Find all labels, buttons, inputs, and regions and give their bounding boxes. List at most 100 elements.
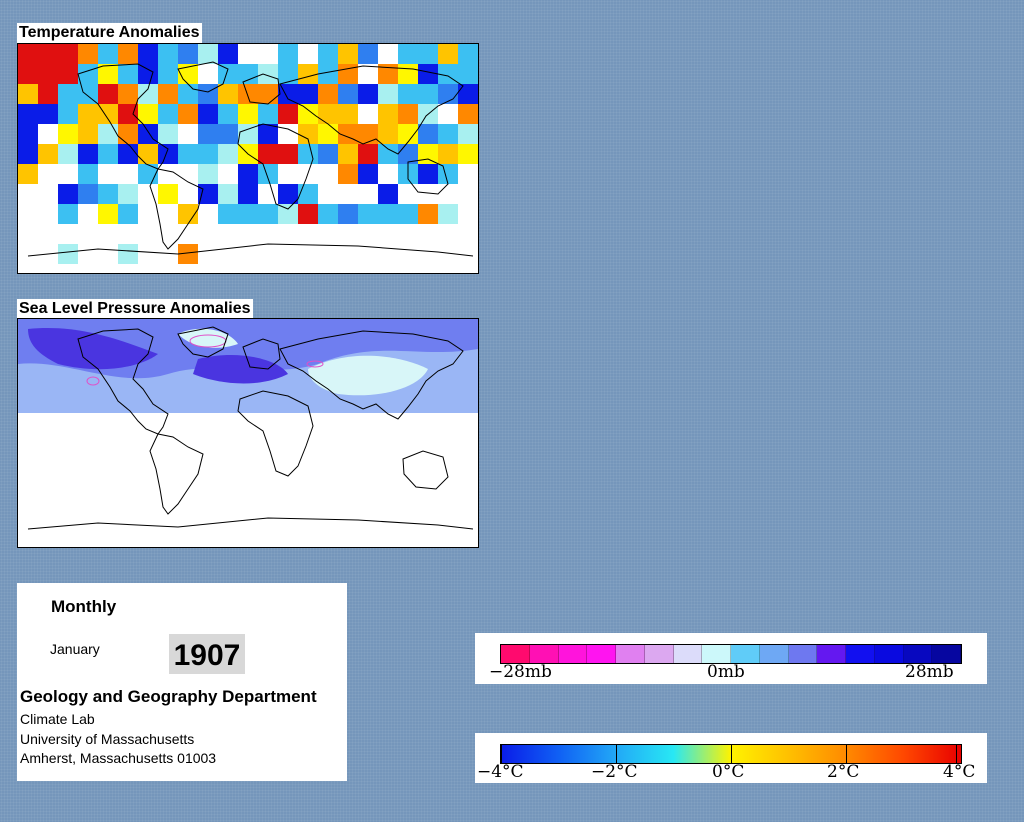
temperature-anomaly-cell: [338, 84, 358, 104]
address-line: Amherst, Massachusetts 01003: [20, 750, 217, 766]
pressure-scale-segment: [529, 645, 559, 663]
pressure-high-contour: [86, 376, 100, 386]
temperature-anomaly-cell: [218, 84, 238, 104]
temperature-anomaly-cell: [238, 164, 258, 184]
temperature-anomaly-cell: [218, 104, 238, 124]
temperature-anomaly-cell: [118, 184, 138, 204]
temperature-anomaly-cell: [338, 64, 358, 84]
temperature-anomaly-cell: [458, 44, 478, 64]
pressure-map-title: Sea Level Pressure Anomalies: [17, 299, 253, 319]
temperature-anomaly-cell: [138, 124, 158, 144]
temperature-anomaly-cell: [418, 144, 438, 164]
temperature-map-canvas: [18, 44, 478, 264]
temperature-anomaly-cell: [178, 144, 198, 164]
temperature-anomaly-cell: [378, 104, 398, 124]
temperature-anomaly-cell: [258, 124, 278, 144]
temperature-anomaly-cell: [298, 104, 318, 124]
temperature-anomaly-cell: [138, 64, 158, 84]
pressure-legend-mid-label: 0mb: [707, 662, 745, 682]
temperature-anomaly-cell: [158, 184, 178, 204]
temperature-anomaly-cell: [98, 184, 118, 204]
temperature-anomaly-cell: [178, 44, 198, 64]
temperature-anomaly-cell: [238, 64, 258, 84]
temperature-anomaly-cell: [118, 244, 138, 264]
temperature-anomaly-cell: [378, 124, 398, 144]
temperature-anomaly-cell: [298, 204, 318, 224]
temperature-anomaly-cell: [238, 184, 258, 204]
temperature-anomaly-cell: [18, 144, 38, 164]
temperature-anomaly-cell: [238, 204, 258, 224]
temperature-anomaly-cell: [358, 204, 378, 224]
temperature-anomaly-cell: [78, 164, 98, 184]
temperature-anomaly-cell: [258, 84, 278, 104]
temperature-anomaly-cell: [38, 84, 58, 104]
temperature-anomaly-cell: [458, 124, 478, 144]
temperature-anomaly-map: [17, 43, 479, 274]
temperature-anomaly-cell: [198, 164, 218, 184]
temperature-anomaly-cell: [358, 124, 378, 144]
pressure-color-scale: [500, 644, 962, 664]
temperature-anomaly-cell: [258, 144, 278, 164]
temperature-anomaly-cell: [138, 164, 158, 184]
temperature-map-title: Temperature Anomalies: [17, 23, 202, 43]
info-panel: Monthly January 1907 Geology and Geograp…: [17, 583, 347, 781]
pressure-scale-segment: [587, 645, 616, 663]
temperature-legend-label: 0°C: [712, 762, 745, 782]
pressure-scale-segment: [788, 645, 818, 663]
temperature-anomaly-cell: [198, 144, 218, 164]
period-label: Monthly: [51, 597, 117, 616]
temperature-anomaly-cell: [438, 44, 458, 64]
temperature-anomaly-cell: [418, 164, 438, 184]
pressure-scale-segment: [874, 645, 904, 663]
address-line: Climate Lab: [20, 711, 95, 727]
temperature-anomaly-cell: [438, 164, 458, 184]
pressure-scale-segment: [817, 645, 846, 663]
temperature-anomaly-cell: [78, 104, 98, 124]
temperature-anomaly-cell: [398, 204, 418, 224]
temperature-anomaly-cell: [38, 144, 58, 164]
temperature-anomaly-cell: [298, 184, 318, 204]
temperature-anomaly-cell: [318, 44, 338, 64]
temperature-anomaly-cell: [458, 144, 478, 164]
pressure-legend-min-label: −28mb: [489, 662, 552, 682]
temperature-anomaly-cell: [278, 64, 298, 84]
temperature-anomaly-cell: [298, 64, 318, 84]
temperature-anomaly-cell: [418, 204, 438, 224]
temperature-anomaly-cell: [318, 204, 338, 224]
temperature-anomaly-cell: [178, 204, 198, 224]
pressure-scale-segment: [846, 645, 875, 663]
month-label: January: [50, 641, 100, 657]
temperature-anomaly-cell: [318, 64, 338, 84]
temperature-anomaly-cell: [278, 44, 298, 64]
temperature-anomaly-cell: [38, 104, 58, 124]
pressure-scale-segment: [673, 645, 703, 663]
temperature-anomaly-cell: [258, 164, 278, 184]
temperature-anomaly-cell: [178, 104, 198, 124]
temperature-anomaly-cell: [138, 44, 158, 64]
temperature-anomaly-cell: [358, 144, 378, 164]
temperature-anomaly-cell: [98, 44, 118, 64]
temperature-anomaly-cell: [338, 44, 358, 64]
temperature-anomaly-cell: [78, 184, 98, 204]
temperature-anomaly-cell: [318, 124, 338, 144]
temperature-anomaly-cell: [398, 124, 418, 144]
coastline-outlines: [27, 326, 474, 530]
temperature-anomaly-cell: [358, 44, 378, 64]
temperature-anomaly-cell: [298, 144, 318, 164]
temperature-anomaly-cell: [298, 124, 318, 144]
temperature-legend-label: −2°C: [591, 762, 638, 782]
temperature-anomaly-cell: [398, 144, 418, 164]
temperature-anomaly-cell: [158, 84, 178, 104]
temperature-legend-label: 4°C: [943, 762, 976, 782]
temperature-anomaly-cell: [378, 204, 398, 224]
temperature-anomaly-cell: [78, 64, 98, 84]
sea-level-pressure-anomaly-map: [17, 318, 479, 548]
temperature-anomaly-cell: [358, 84, 378, 104]
temperature-anomaly-cell: [58, 244, 78, 264]
temperature-anomaly-cell: [78, 144, 98, 164]
temperature-anomaly-cell: [98, 124, 118, 144]
temperature-anomaly-cell: [98, 144, 118, 164]
temperature-anomaly-cell: [438, 124, 458, 144]
temperature-anomaly-cell: [158, 44, 178, 64]
temperature-anomaly-cell: [218, 44, 238, 64]
